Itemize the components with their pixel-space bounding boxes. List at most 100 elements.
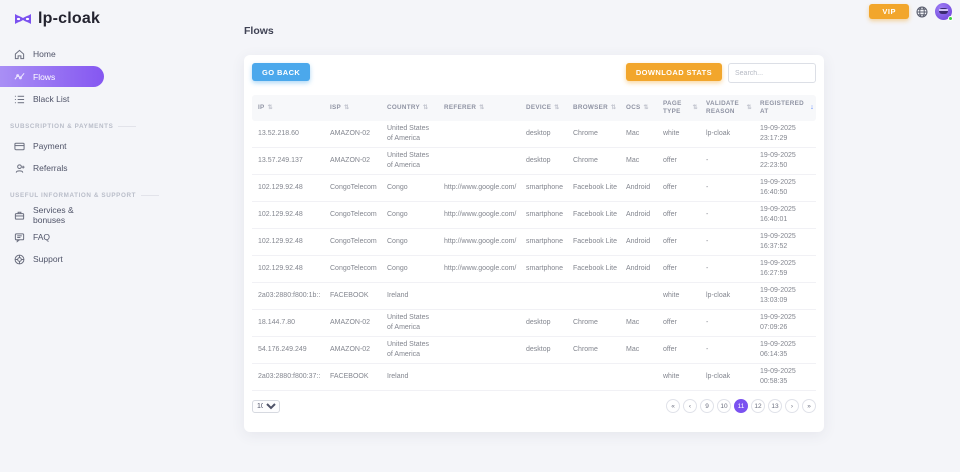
column-header-device[interactable]: DEVICE ⇅ [520, 100, 567, 117]
sort-icon[interactable]: ⇅ [479, 104, 485, 111]
sidebar-item-referrals[interactable]: Referrals [0, 158, 104, 178]
cell-referer: http://www.google.com/ [444, 211, 517, 219]
cell-referer [438, 347, 520, 353]
sidebar-item-payment[interactable]: Payment [0, 136, 104, 156]
card-toolbar: GO BACK DOWNLOAD STATS [252, 63, 816, 89]
vip-button[interactable]: VIP [869, 4, 909, 19]
avatar-face [939, 8, 948, 14]
cell-browser: Facebook Lite [573, 265, 617, 273]
page-button-12[interactable]: 12 [751, 399, 765, 413]
page-title: Flows [244, 25, 274, 37]
go-back-button[interactable]: GO BACK [252, 63, 311, 81]
column-header-country[interactable]: COUNTRY ⇅ [381, 100, 438, 117]
last-page-button[interactable]: » [802, 399, 816, 413]
nav-section-label: SUBSCRIPTION & PAYMENTS [10, 123, 232, 130]
cell-isp: CongoTelecom [330, 238, 377, 246]
sort-icon[interactable]: ⇅ [344, 104, 350, 111]
cell-country: United States of America [387, 125, 430, 142]
page-button-11[interactable]: 11 [734, 399, 748, 413]
cell-page-type: white [663, 130, 680, 138]
sort-icon[interactable]: ⇅ [610, 104, 617, 111]
sidebar-item-label: Payment [33, 141, 67, 151]
online-status-dot [948, 16, 953, 21]
cell-device: smartphone [526, 211, 563, 219]
sort-icon[interactable]: ⇅ [692, 104, 698, 111]
table-row: 13.57.249.137 AMAZON-02 United States of A… [252, 148, 816, 175]
cell-browser [567, 293, 620, 299]
table-row: 102.129.92.48 CongoTelecom Congo http://www… [252, 256, 816, 283]
column-header-registered-at[interactable]: REGISTERED AT ↓ [754, 96, 816, 121]
brand-logo[interactable]: lp-cloak [0, 0, 232, 28]
next-page-button[interactable]: › [785, 399, 799, 413]
cell-validate-reason: - [706, 184, 709, 192]
cell-page-type: offer [663, 265, 677, 273]
column-header-browser[interactable]: BROWSER ⇅ [567, 100, 620, 117]
globe-icon[interactable] [916, 6, 928, 18]
cell-ocs: Mac [626, 157, 640, 165]
sort-icon[interactable]: ⇅ [267, 104, 273, 111]
cell-ocs: Android [626, 265, 651, 273]
cell-page-type: white [663, 292, 680, 300]
cell-browser: Chrome [573, 130, 598, 138]
sidebar-item-home[interactable]: Home [0, 44, 104, 64]
cell-page-type: offer [663, 238, 677, 246]
sort-icon[interactable]: ⇅ [643, 104, 649, 111]
prev-page-button[interactable]: ‹ [683, 399, 697, 413]
cell-validate-reason: - [706, 346, 709, 354]
cell-browser: Facebook Lite [573, 184, 617, 192]
table-body: 13.52.218.60 AMAZON-02 United States of Am… [252, 121, 816, 391]
sidebar-item-flows[interactable]: Flows [0, 66, 104, 87]
cell-device: desktop [526, 130, 551, 138]
cell-referer [438, 320, 520, 326]
cell-isp: CongoTelecom [330, 265, 377, 273]
table-header-row: IP ⇅ ISP ⇅ COUNTRY ⇅ REFERER ⇅ DEVICE ⇅ BROWSER ⇅ OC… [252, 95, 816, 121]
search-input[interactable] [728, 63, 816, 83]
cell-ip: 102.129.92.48 [258, 184, 303, 192]
cell-ip: 18.144.7.80 [258, 319, 295, 327]
sidebar-item-support[interactable]: Support [0, 249, 104, 269]
column-header-label: COUNTRY [387, 103, 421, 111]
sidebar-item-label: Referrals [33, 163, 68, 173]
cell-country: Congo [387, 238, 408, 246]
cell-country: United States of America [387, 341, 430, 358]
cell-validate-reason: - [706, 157, 709, 165]
column-header-label: BROWSER [573, 103, 608, 111]
column-header-ocs[interactable]: OCS ⇅ [620, 100, 657, 117]
column-header-label: IP [258, 103, 265, 111]
column-header-ip[interactable]: IP ⇅ [252, 100, 324, 117]
nav-section-label: USEFUL INFORMATION & SUPPORT [10, 192, 232, 199]
table-row: 102.129.92.48 CongoTelecom Congo http://www… [252, 229, 816, 256]
sort-icon[interactable]: ⇅ [554, 104, 560, 111]
cell-country: Ireland [387, 373, 409, 381]
download-stats-button[interactable]: DOWNLOAD STATS [625, 63, 722, 81]
cell-referer: http://www.google.com/ [444, 265, 517, 273]
cell-validate-reason: lp-cloak [706, 130, 731, 138]
sort-desc-active-icon[interactable]: ↓ [810, 104, 814, 112]
cell-referer [438, 131, 520, 137]
table-row: 18.144.7.80 AMAZON-02 United States of Ame… [252, 310, 816, 337]
table-row: 54.176.249.249 AMAZON-02 United States of … [252, 337, 816, 364]
column-header-label: REFERER [444, 103, 477, 111]
cell-registered-at: 19-09-2025 16:37:52 [760, 233, 796, 250]
cell-device: smartphone [526, 238, 563, 246]
sort-icon[interactable]: ⇅ [423, 104, 429, 111]
user-avatar[interactable] [935, 3, 953, 21]
first-page-button[interactable]: « [666, 399, 680, 413]
column-header-page-type[interactable]: PAGE TYPE ⇅ [657, 96, 700, 121]
cell-ocs: Mac [626, 319, 640, 327]
page-button-9[interactable]: 9 [700, 399, 714, 413]
pagination: «‹ 9 10 11 12 13 ›» [666, 399, 816, 413]
column-header-isp[interactable]: ISP ⇅ [324, 100, 381, 117]
cell-referer [438, 158, 520, 164]
page-size-select[interactable]: 10 [252, 399, 280, 413]
page-button-10[interactable]: 10 [717, 399, 731, 413]
sidebar-item-black-list[interactable]: Black List [0, 89, 104, 109]
column-header-validate-reason[interactable]: VALIDATE REASON ⇅ [700, 96, 754, 121]
cell-isp: CongoTelecom [330, 211, 377, 219]
column-header-referer[interactable]: REFERER ⇅ [438, 100, 520, 117]
sidebar-item-services-bonuses[interactable]: Services & bonuses [0, 205, 104, 225]
sidebar-item-faq[interactable]: FAQ [0, 227, 104, 247]
cell-country: United States of America [387, 314, 430, 331]
page-button-13[interactable]: 13 [768, 399, 782, 413]
sort-icon[interactable]: ⇅ [746, 104, 752, 111]
